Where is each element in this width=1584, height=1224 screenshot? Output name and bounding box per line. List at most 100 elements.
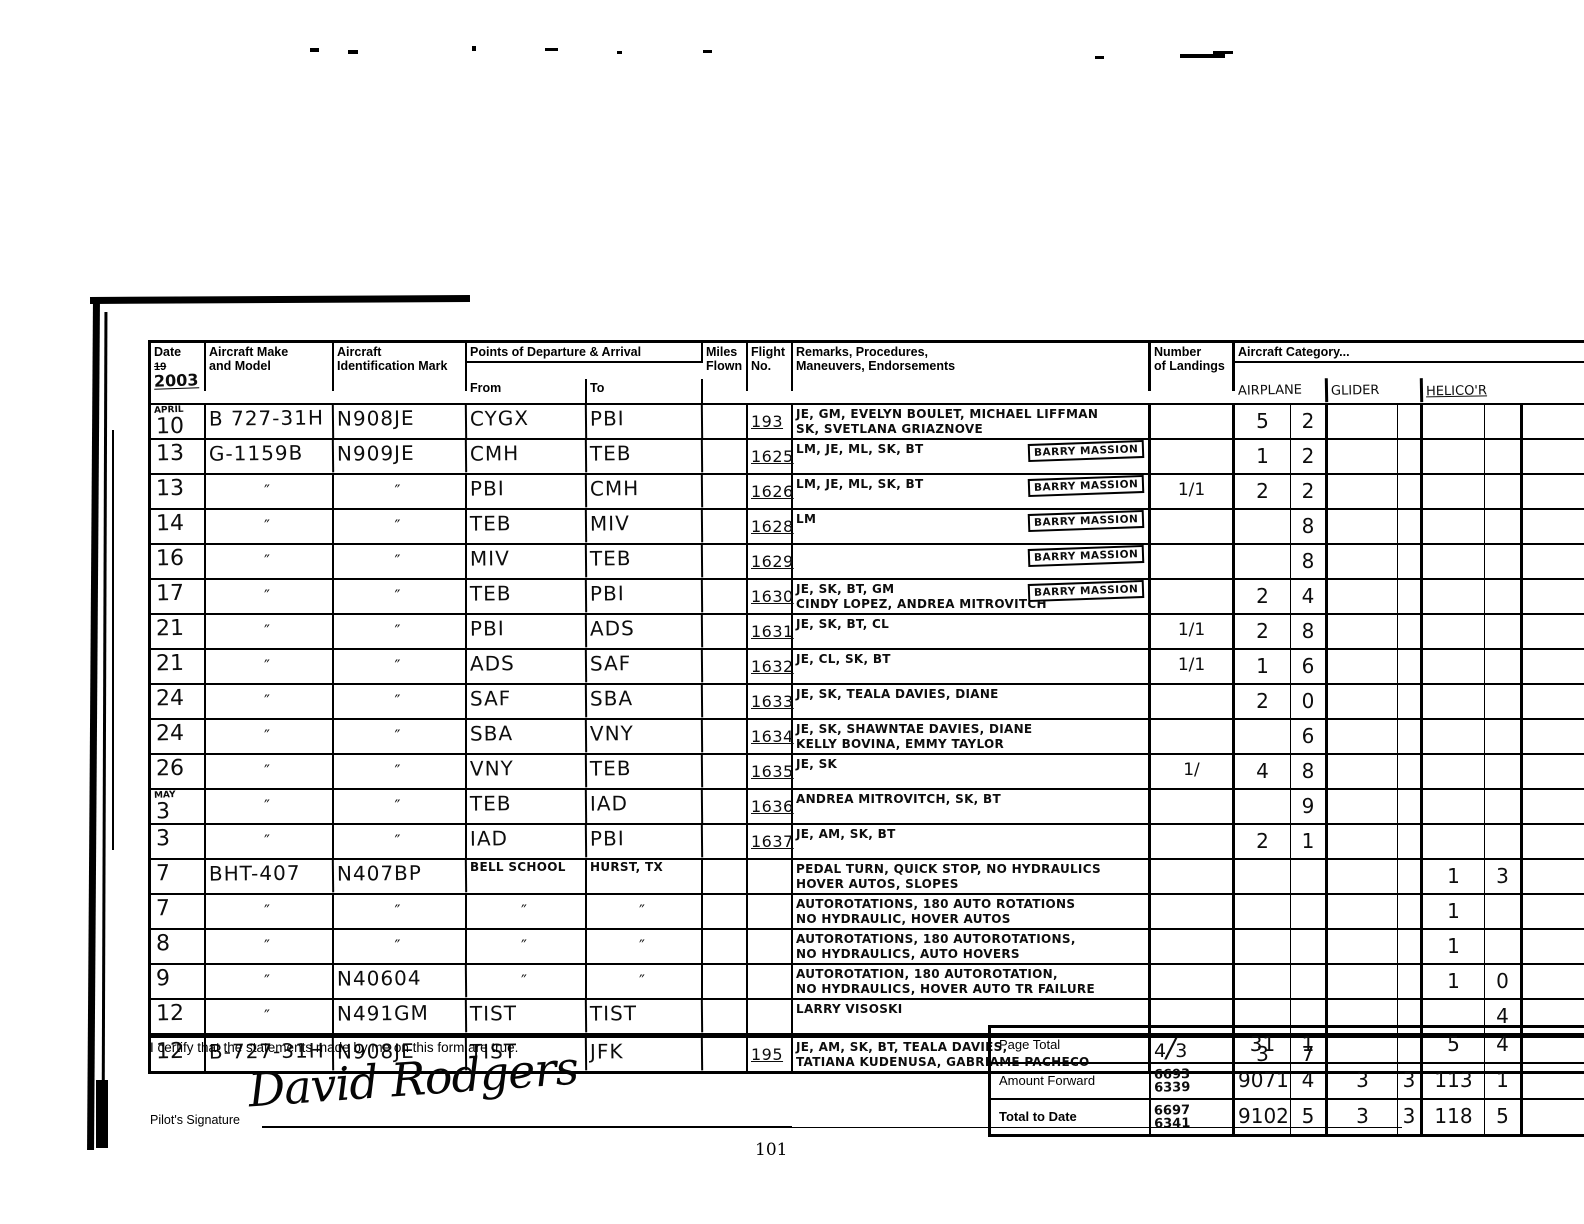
glider-tenths-cell bbox=[1398, 965, 1423, 998]
aircraft-ident-cell: ″ bbox=[334, 720, 467, 753]
flight-number-cell bbox=[748, 1000, 793, 1033]
remarks-line: LM bbox=[796, 512, 817, 526]
cutoff-cell bbox=[1523, 895, 1584, 928]
flight-number-cell: 195 bbox=[748, 1038, 793, 1071]
table-subheader-row: From To AIRPLANE GLIDER HELICO'R bbox=[151, 378, 1584, 404]
flight-number-cell: 1631 bbox=[748, 615, 793, 648]
aircraft-make-cell: B 727-31H bbox=[205, 404, 335, 441]
flight-number-cell: 1625 bbox=[748, 440, 793, 473]
helicopter-tenths-cell bbox=[1485, 790, 1523, 825]
cutoff-cell bbox=[1523, 440, 1584, 473]
helicopter-hours-cell bbox=[1423, 615, 1485, 648]
summary-airplane-hours: 9071 bbox=[1235, 1064, 1291, 1098]
remarks-line: LARRY VISOSKI bbox=[796, 1002, 903, 1016]
cutoff-cell bbox=[1523, 720, 1584, 753]
date-cell: 12 bbox=[151, 1000, 206, 1033]
arrival-cell: SAF bbox=[586, 649, 704, 684]
helicopter-hours-cell: 1 bbox=[1423, 930, 1485, 963]
remarks-line: JE, CL, SK, BT bbox=[796, 652, 891, 666]
flight-number-cell: 193 bbox=[748, 405, 793, 440]
remarks-cell: LM, JE, ML, SK, BT BARRY MASSION bbox=[793, 474, 1151, 508]
remarks-cell: JE, AM, SK, BT, TEALA DAVIES, TATIANA KUD… bbox=[793, 1038, 1151, 1071]
miles-cell bbox=[703, 580, 748, 613]
arrival-cell: PBI bbox=[586, 579, 704, 614]
remarks-line: AUTOROTATION, 180 AUTOROTATION, bbox=[796, 967, 1058, 981]
name-stamp: BARRY MASSION bbox=[1027, 474, 1145, 498]
date-cell: 12 bbox=[151, 1038, 206, 1071]
aircraft-ident-cell: ″ bbox=[334, 510, 467, 543]
logbook-table: Date 19 2003 Aircraft Make and Model Airc… bbox=[148, 340, 1584, 1074]
date-cell: MAY 3 bbox=[151, 790, 206, 825]
airplane-hours-cell bbox=[1235, 720, 1291, 753]
glider-hours-cell bbox=[1328, 720, 1398, 753]
arrival-cell: VNY bbox=[586, 719, 704, 754]
scan-artifact bbox=[348, 50, 358, 54]
glider-tenths-cell bbox=[1398, 685, 1423, 718]
arrival-cell: SBA bbox=[586, 684, 704, 719]
miles-cell bbox=[703, 475, 748, 508]
remarks-cell: AUTOROTATION, 180 AUTOROTATION, NO HYDRAU… bbox=[793, 965, 1151, 998]
landings-cell bbox=[1151, 790, 1235, 825]
scan-artifact bbox=[96, 1080, 108, 1148]
miles-cell bbox=[703, 755, 748, 788]
cutoff-cell bbox=[1523, 685, 1584, 718]
summary-glider-tenths: 3 bbox=[1398, 1100, 1423, 1134]
helicopter-hours-cell: 1 bbox=[1423, 860, 1485, 893]
landings-cell: 1/ bbox=[1151, 755, 1235, 788]
miles-cell bbox=[703, 545, 748, 578]
glider-tenths-cell bbox=[1398, 720, 1423, 753]
signature-line bbox=[792, 1127, 1402, 1128]
remarks-line: NO HYDRAULICS, HOVER AUTO TR FAILURE bbox=[796, 982, 1095, 996]
airplane-tenths-cell: 8 bbox=[1291, 510, 1328, 543]
miles-cell bbox=[703, 895, 748, 928]
remarks-cell: LM, JE, ML, SK, BT BARRY MASSION bbox=[793, 439, 1151, 473]
summary-airplane-hours: 9102 bbox=[1235, 1100, 1291, 1134]
remarks-line: NO HYDRAULIC, HOVER AUTOS bbox=[796, 912, 1011, 926]
helicopter-tenths-cell: 4 bbox=[1485, 1000, 1523, 1033]
landings-cell bbox=[1151, 965, 1235, 998]
miles-cell bbox=[703, 720, 748, 753]
miles-cell bbox=[703, 790, 748, 825]
airplane-tenths-cell: 2 bbox=[1291, 475, 1328, 508]
miles-cell bbox=[703, 965, 748, 998]
cutoff-cell bbox=[1523, 510, 1584, 543]
departure-cell: SBA bbox=[466, 719, 588, 754]
aircraft-ident-cell: ″ bbox=[334, 615, 467, 648]
remarks-cell: ANDREA MITROVITCH, SK, BT bbox=[793, 790, 1151, 825]
remarks-line: JE, SK, SHAWNTAE DAVIES, DIANE bbox=[796, 722, 1033, 736]
logbook-row: 13 ″ ″ PBI CMH 1626 LM, JE, ML, SK, BT BARRY MA… bbox=[151, 473, 1584, 509]
remarks-cell: JE, SK bbox=[793, 755, 1151, 788]
remarks-cell: LM BARRY MASSION bbox=[793, 509, 1151, 543]
departure-cell: BELL SCHOOL bbox=[467, 860, 587, 893]
remarks-line: JE, SK, BT, GM bbox=[796, 582, 895, 596]
logbook-rows: APRIL 10 B 727-31H N908JE CYGX PBI 193 JE, GM, … bbox=[151, 403, 1584, 1072]
helicopter-tenths-cell bbox=[1485, 580, 1523, 613]
miles-cell bbox=[703, 510, 748, 543]
miles-cell bbox=[703, 1038, 748, 1071]
aircraft-ident-cell: ″ bbox=[334, 895, 467, 928]
arrival-cell: PBI bbox=[586, 824, 704, 859]
logbook-row: MAY 3 ″ ″ TEB IAD 1636 ANDREA MITROVITCH, SK, B… bbox=[151, 788, 1584, 826]
arrival-cell: JFK bbox=[586, 1037, 704, 1072]
page-number: 101 bbox=[755, 1140, 788, 1160]
glider-tenths-cell bbox=[1398, 930, 1423, 963]
year-struck: 19 bbox=[154, 360, 167, 373]
helicopter-hours-cell: 1 bbox=[1423, 895, 1485, 928]
aircraft-ident-cell: N908JE bbox=[333, 404, 468, 441]
glider-tenths-cell bbox=[1398, 475, 1423, 508]
departure-cell: ADS bbox=[466, 649, 588, 684]
remarks-line: PEDAL TURN, QUICK STOP, NO HYDRAULICS bbox=[796, 862, 1101, 876]
cutoff-cell bbox=[1523, 860, 1584, 893]
summary-cutoff-cell bbox=[1523, 1028, 1584, 1065]
helicopter-tenths-cell: 0 bbox=[1485, 965, 1523, 998]
flight-number-cell: 1626 bbox=[748, 475, 793, 508]
logbook-row: 12 ″ N491GM TIST TIST LARRY VISOSKI 4 bbox=[151, 998, 1584, 1036]
glider-tenths-cell bbox=[1398, 825, 1423, 858]
date-cell: 26 bbox=[151, 755, 206, 788]
airplane-tenths-cell: 2 bbox=[1291, 405, 1328, 440]
airplane-tenths-cell bbox=[1291, 860, 1328, 893]
summary-label: Page Total bbox=[991, 1028, 1151, 1065]
logbook-row: 16 ″ ″ MIV TEB 1629 BARRY MASSION 8 bbox=[151, 543, 1584, 579]
departure-cell: MIV bbox=[466, 544, 588, 579]
airplane-tenths-cell bbox=[1291, 930, 1328, 963]
